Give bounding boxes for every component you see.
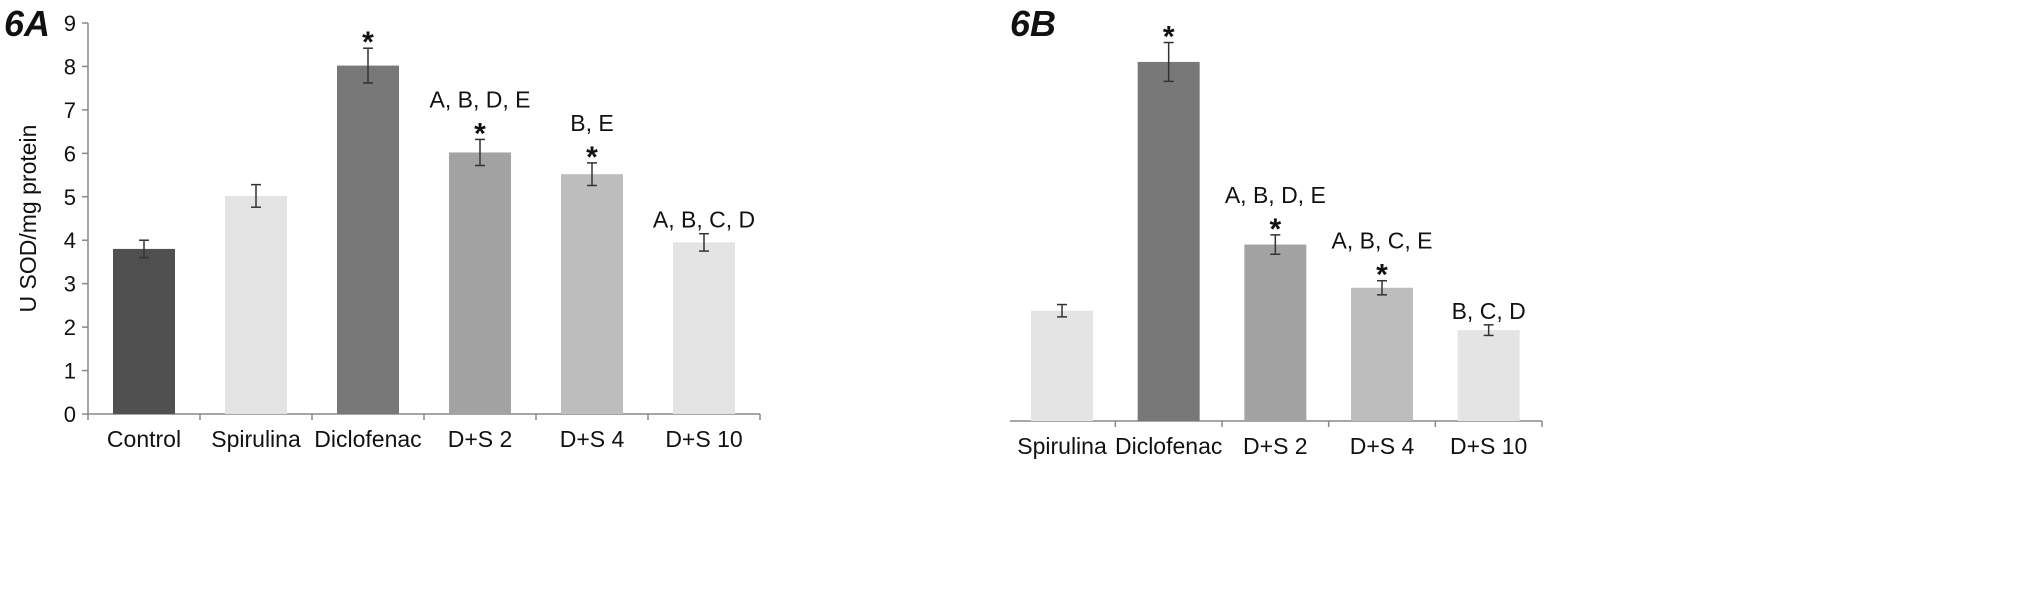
category-label: Diclofenac: [314, 426, 421, 452]
bar-d-s-10: [1457, 330, 1520, 421]
y-tick-label: 8: [64, 54, 76, 79]
y-tick-label: 1: [64, 359, 76, 384]
bar-spirulina: [225, 195, 287, 414]
bar-diclofenac: [337, 65, 399, 414]
significance-star: *: [1163, 21, 1175, 54]
y-tick-label: 7: [64, 98, 76, 123]
chart-6b-svg: 6B051015202530354045ControlSpirulina*Dic…: [1010, 3, 1543, 459]
bar-spirulina: [1031, 310, 1093, 421]
category-label: D+S 10: [1450, 433, 1527, 459]
panel-label: 6A: [4, 3, 50, 44]
category-label: D+S 2: [448, 426, 513, 452]
significance-star: *: [362, 26, 374, 59]
significance-letters: B, C, D: [1452, 298, 1526, 324]
chart-6a-svg: 6A 0 1 2 3 4 5 6 7 8 9 Control Spirulina * Diclofenac *…: [4, 3, 761, 452]
y-tick-label: 9: [64, 11, 76, 36]
panel-label: 6B: [1010, 3, 1056, 44]
category-label: Spirulina: [1017, 433, 1107, 459]
category-label: Diclofenac: [1115, 433, 1222, 459]
y-tick-label: 0: [64, 402, 76, 427]
category-label: D+S 10: [665, 426, 742, 452]
y-tick-label: 6: [64, 141, 76, 166]
category-label: D+S 4: [560, 426, 625, 452]
category-label: D+S 2: [1243, 433, 1308, 459]
significance-letters: A, B, D, E: [430, 86, 531, 112]
y-tick-label: 4: [64, 228, 76, 253]
bar-d-s-10: [673, 242, 735, 414]
bar-d-s-2: [1244, 244, 1307, 421]
bar-d-s-4: [1351, 287, 1413, 421]
significance-star: *: [1269, 213, 1281, 246]
category-label: Control: [107, 426, 181, 452]
y-tick-label: 3: [64, 272, 76, 297]
significance-letters: A, B, C, D: [653, 207, 755, 233]
y-axis-label: U SOD/mg protein: [15, 125, 41, 313]
bar-control: [113, 248, 175, 414]
significance-star: *: [586, 141, 598, 174]
bar-d-s-4: [561, 174, 623, 414]
significance-star: *: [474, 117, 486, 150]
significance-letters: A, B, C, E: [1332, 228, 1433, 254]
category-label: Spirulina: [211, 426, 301, 452]
bar-diclofenac: [1137, 61, 1200, 422]
significance-letters: B, E: [570, 110, 613, 136]
bar-d-s-2: [449, 152, 511, 414]
y-tick-label: 2: [64, 315, 76, 340]
chart-panel-6b: 6B051015202530354045ControlSpirulina*Dic…: [1010, 0, 2020, 600]
significance-star: *: [1376, 259, 1388, 292]
category-label: D+S 4: [1350, 433, 1415, 459]
chart-panel-6a: 6A 0 1 2 3 4 5 6 7 8 9 Control Spirulina * Diclofenac *…: [4, 3, 761, 452]
significance-letters: A, B, D, E: [1225, 182, 1326, 208]
y-tick-label: 5: [64, 185, 76, 210]
